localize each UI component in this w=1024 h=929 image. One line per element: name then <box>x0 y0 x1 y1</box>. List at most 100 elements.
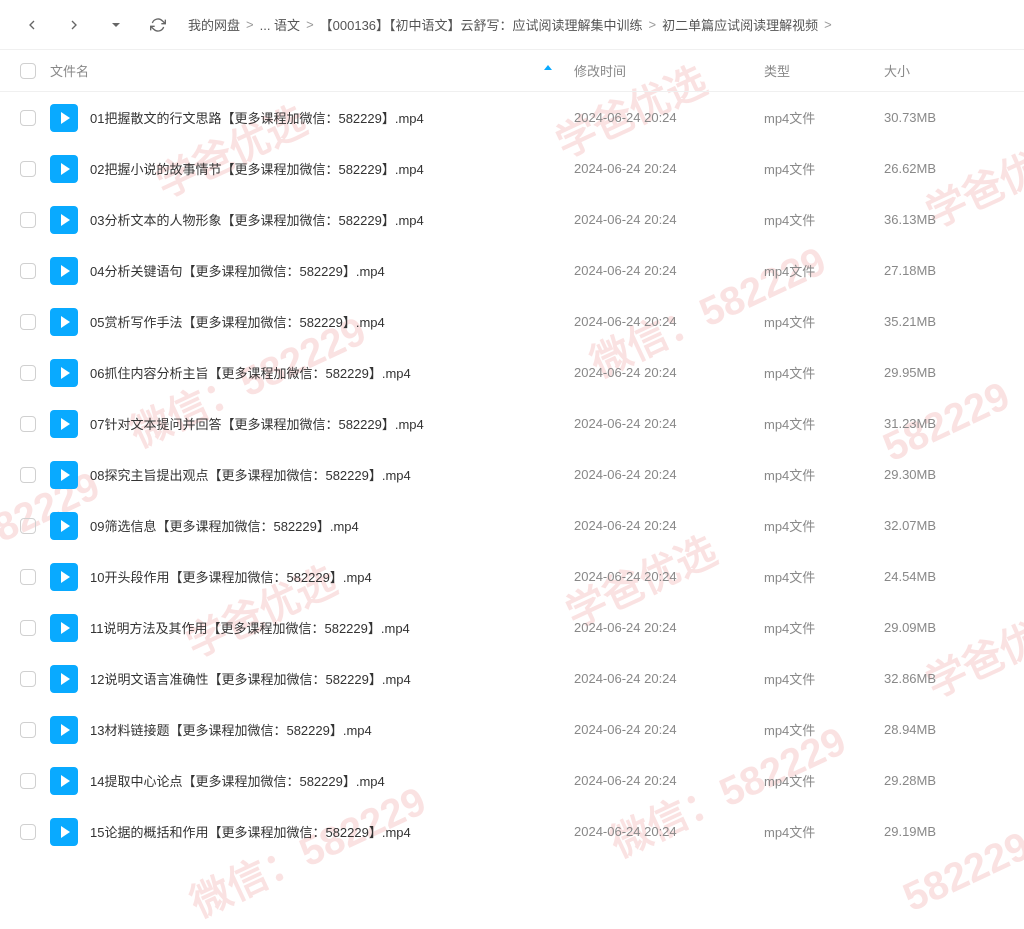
row-checkbox[interactable] <box>20 416 36 432</box>
file-type: mp4文件 <box>764 312 884 331</box>
file-name[interactable]: 09筛选信息【更多课程加微信：582229】.mp4 <box>90 516 574 535</box>
dropdown-button[interactable] <box>104 13 128 37</box>
row-checkbox[interactable] <box>20 518 36 534</box>
file-row[interactable]: 12说明文语言准确性【更多课程加微信：582229】.mp42024-06-24… <box>0 653 1024 704</box>
video-file-icon <box>50 461 78 489</box>
file-row[interactable]: 15论据的概括和作用【更多课程加微信：582229】.mp42024-06-24… <box>0 806 1024 857</box>
file-row[interactable]: 03分析文本的人物形象【更多课程加微信：582229】.mp42024-06-2… <box>0 194 1024 245</box>
file-size: 29.19MB <box>884 824 1004 839</box>
file-name[interactable]: 07针对文本提问并回答【更多课程加微信：582229】.mp4 <box>90 414 574 433</box>
file-name[interactable]: 02把握小说的故事情节【更多课程加微信：582229】.mp4 <box>90 159 574 178</box>
video-file-icon <box>50 563 78 591</box>
chevron-right-icon: > <box>246 17 254 32</box>
file-size: 32.07MB <box>884 518 1004 533</box>
video-file-icon <box>50 257 78 285</box>
file-time: 2024-06-24 20:24 <box>574 314 764 329</box>
file-row[interactable]: 02把握小说的故事情节【更多课程加微信：582229】.mp42024-06-2… <box>0 143 1024 194</box>
toolbar: 我的网盘 > ... 语文 > 【000136】【初中语文】云舒写：应试阅读理解集中训练… <box>0 0 1024 50</box>
file-row[interactable]: 11说明方法及其作用【更多课程加微信：582229】.mp42024-06-24… <box>0 602 1024 653</box>
column-type-header[interactable]: 类型 <box>764 61 884 80</box>
row-checkbox[interactable] <box>20 722 36 738</box>
file-type: mp4文件 <box>764 516 884 535</box>
file-time: 2024-06-24 20:24 <box>574 212 764 227</box>
file-type: mp4文件 <box>764 210 884 229</box>
video-file-icon <box>50 104 78 132</box>
refresh-button[interactable] <box>146 13 170 37</box>
file-row[interactable]: 14提取中心论点【更多课程加微信：582229】.mp42024-06-24 2… <box>0 755 1024 806</box>
file-name[interactable]: 15论据的概括和作用【更多课程加微信：582229】.mp4 <box>90 822 574 841</box>
file-time: 2024-06-24 20:24 <box>574 671 764 686</box>
file-type: mp4文件 <box>764 669 884 688</box>
row-checkbox[interactable] <box>20 773 36 789</box>
breadcrumb: 我的网盘 > ... 语文 > 【000136】【初中语文】云舒写：应试阅读理解集中训练… <box>188 15 838 34</box>
file-size: 31.23MB <box>884 416 1004 431</box>
column-time-header[interactable]: 修改时间 <box>574 61 764 80</box>
row-checkbox[interactable] <box>20 620 36 636</box>
row-checkbox[interactable] <box>20 110 36 126</box>
file-time: 2024-06-24 20:24 <box>574 263 764 278</box>
select-all-checkbox[interactable] <box>20 63 36 79</box>
file-type: mp4文件 <box>764 108 884 127</box>
video-file-icon <box>50 308 78 336</box>
video-file-icon <box>50 614 78 642</box>
row-checkbox[interactable] <box>20 212 36 228</box>
file-row[interactable]: 01把握散文的行文思路【更多课程加微信：582229】.mp42024-06-2… <box>0 92 1024 143</box>
file-name[interactable]: 10开头段作用【更多课程加微信：582229】.mp4 <box>90 567 574 586</box>
video-file-icon <box>50 512 78 540</box>
file-row[interactable]: 08探究主旨提出观点【更多课程加微信：582229】.mp42024-06-24… <box>0 449 1024 500</box>
file-time: 2024-06-24 20:24 <box>574 620 764 635</box>
video-file-icon <box>50 359 78 387</box>
file-size: 28.94MB <box>884 722 1004 737</box>
video-file-icon <box>50 818 78 846</box>
row-checkbox[interactable] <box>20 671 36 687</box>
breadcrumb-item[interactable]: 初二单篇应试阅读理解视频 <box>662 15 818 34</box>
file-type: mp4文件 <box>764 720 884 739</box>
file-size: 29.30MB <box>884 467 1004 482</box>
file-size: 32.86MB <box>884 671 1004 686</box>
breadcrumb-item[interactable]: ... 语文 <box>260 15 300 34</box>
file-name[interactable]: 13材料链接题【更多课程加微信：582229】.mp4 <box>90 720 574 739</box>
file-name[interactable]: 01把握散文的行文思路【更多课程加微信：582229】.mp4 <box>90 108 574 127</box>
row-checkbox[interactable] <box>20 365 36 381</box>
row-checkbox[interactable] <box>20 161 36 177</box>
video-file-icon <box>50 410 78 438</box>
file-name[interactable]: 14提取中心论点【更多课程加微信：582229】.mp4 <box>90 771 574 790</box>
file-time: 2024-06-24 20:24 <box>574 365 764 380</box>
row-checkbox[interactable] <box>20 467 36 483</box>
sort-icon[interactable] <box>542 63 554 78</box>
file-row[interactable]: 05赏析写作手法【更多课程加微信：582229】.mp42024-06-24 2… <box>0 296 1024 347</box>
file-name[interactable]: 06抓住内容分析主旨【更多课程加微信：582229】.mp4 <box>90 363 574 382</box>
file-size: 29.28MB <box>884 773 1004 788</box>
video-file-icon <box>50 767 78 795</box>
file-size: 29.09MB <box>884 620 1004 635</box>
back-button[interactable] <box>20 13 44 37</box>
file-time: 2024-06-24 20:24 <box>574 518 764 533</box>
file-row[interactable]: 09筛选信息【更多课程加微信：582229】.mp42024-06-24 20:… <box>0 500 1024 551</box>
breadcrumb-item[interactable]: 【000136】【初中语文】云舒写：应试阅读理解集中训练 <box>320 15 643 34</box>
file-name[interactable]: 11说明方法及其作用【更多课程加微信：582229】.mp4 <box>90 618 574 637</box>
column-size-header[interactable]: 大小 <box>884 61 1004 80</box>
file-name[interactable]: 05赏析写作手法【更多课程加微信：582229】.mp4 <box>90 312 574 331</box>
chevron-right-icon: > <box>824 17 832 32</box>
file-name[interactable]: 12说明文语言准确性【更多课程加微信：582229】.mp4 <box>90 669 574 688</box>
file-name[interactable]: 03分析文本的人物形象【更多课程加微信：582229】.mp4 <box>90 210 574 229</box>
file-row[interactable]: 10开头段作用【更多课程加微信：582229】.mp42024-06-24 20… <box>0 551 1024 602</box>
file-row[interactable]: 04分析关键语句【更多课程加微信：582229】.mp42024-06-24 2… <box>0 245 1024 296</box>
forward-button[interactable] <box>62 13 86 37</box>
file-row[interactable]: 13材料链接题【更多课程加微信：582229】.mp42024-06-24 20… <box>0 704 1024 755</box>
file-time: 2024-06-24 20:24 <box>574 569 764 584</box>
file-list: 01把握散文的行文思路【更多课程加微信：582229】.mp4 2024-06-2… <box>0 92 1024 857</box>
file-type: mp4文件 <box>764 414 884 433</box>
file-name[interactable]: 04分析关键语句【更多课程加微信：582229】.mp4 <box>90 261 574 280</box>
row-checkbox[interactable] <box>20 824 36 840</box>
file-row[interactable]: 07针对文本提问并回答【更多课程加微信：582229】.mp42024-06-2… <box>0 398 1024 449</box>
file-row[interactable]: 06抓住内容分析主旨【更多课程加微信：582229】.mp42024-06-24… <box>0 347 1024 398</box>
breadcrumb-item[interactable]: 我的网盘 <box>188 15 240 34</box>
row-checkbox[interactable] <box>20 314 36 330</box>
file-type: mp4文件 <box>764 822 884 841</box>
file-size: 36.13MB <box>884 212 1004 227</box>
column-name-header[interactable]: 文件名 <box>50 61 574 80</box>
row-checkbox[interactable] <box>20 569 36 585</box>
row-checkbox[interactable] <box>20 263 36 279</box>
file-name[interactable]: 08探究主旨提出观点【更多课程加微信：582229】.mp4 <box>90 465 574 484</box>
